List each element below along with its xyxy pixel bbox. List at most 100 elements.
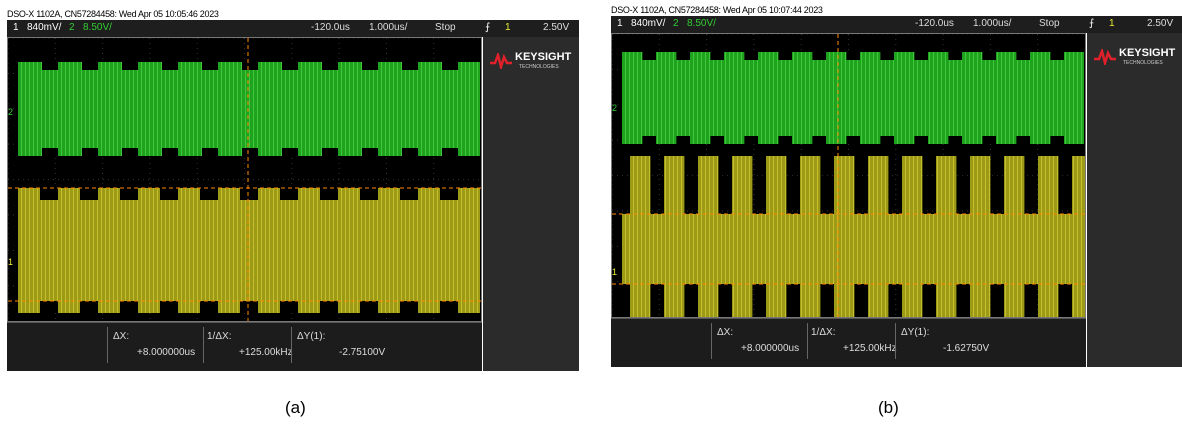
status-timebase: 1.000us/: [973, 18, 1011, 29]
ch2-notch: [710, 136, 724, 144]
ch2-notch: [1084, 136, 1085, 144]
ch1-notch: [240, 301, 258, 313]
measurement-inv: +125.00kHz: [239, 347, 293, 358]
status-trig-level: 2.50V: [543, 22, 569, 33]
ch2-notch: [1016, 136, 1030, 144]
ch1-burst: [970, 156, 990, 317]
caption: (b): [878, 398, 899, 418]
ch1-notch: [120, 301, 138, 313]
ch2-notch: [676, 136, 690, 144]
ch2-notch: [1084, 52, 1085, 60]
status-ch1: 1: [617, 18, 623, 29]
ch2-trace: [18, 62, 480, 156]
ch1-notch: [240, 188, 258, 200]
ch2-notch: [242, 62, 258, 70]
ch2-notch: [982, 136, 996, 144]
ch2-notch: [948, 136, 962, 144]
ch2-notch: [880, 136, 894, 144]
ch2-notch: [42, 62, 58, 70]
status-ch2-scale: 8.50V/: [687, 18, 716, 29]
ch2-notch: [982, 52, 996, 60]
separator: [895, 323, 896, 359]
ch2-notch: [914, 52, 928, 60]
ch1-notch: [160, 301, 178, 313]
header: DSO-X 1102A, CN57284458: Wed Apr 05 10:0…: [611, 5, 823, 15]
ch1-notch: [280, 301, 298, 313]
ch1-notch: [200, 188, 218, 200]
ch2-marker: 2: [612, 103, 617, 113]
logo-icon: [489, 53, 513, 69]
measurement-dx: +8.000000us: [137, 347, 195, 358]
status-ch2: 2: [69, 22, 75, 33]
ch1-burst: [1072, 156, 1085, 317]
page: (() => { const data = JSON.parse(documen…: [0, 0, 1182, 427]
ch1-burst: [1004, 156, 1024, 317]
header: DSO-X 1102A, CN57284458: Wed Apr 05 10:0…: [7, 9, 219, 19]
ch2-notch: [812, 52, 826, 60]
scope-panel: DSO-X 1102A, CN57284458: Wed Apr 05 10:0…: [7, 9, 579, 371]
logo-wave: [1094, 51, 1116, 63]
ch2-notch: [202, 148, 218, 156]
status-run-state: Stop: [1039, 18, 1060, 29]
measurement-inv: +125.00kHz: [843, 343, 897, 354]
screen: [7, 37, 482, 322]
status-ch1-scale: 840mV/: [27, 22, 61, 33]
status-timebase: 1.000us/: [369, 22, 407, 33]
ch1-notch: [360, 188, 378, 200]
status-ch1-scale: 840mV/: [631, 18, 665, 29]
ch2-notch: [162, 148, 178, 156]
ch2-notch: [948, 52, 962, 60]
status-trig-source: 1: [1109, 18, 1115, 29]
status-ch2: 2: [673, 18, 679, 29]
caption: (a): [285, 398, 306, 418]
ch2-notch: [846, 136, 860, 144]
ch1-burst: [766, 156, 786, 317]
separator: [203, 327, 204, 363]
ch2-notch: [442, 62, 458, 70]
ch1-notch: [280, 188, 298, 200]
ch1-burst: [902, 156, 922, 317]
status-run-state: Stop: [435, 22, 456, 33]
ch2-notch: [402, 148, 418, 156]
ch2-notch: [442, 148, 458, 156]
status-ch1: 1: [13, 22, 19, 33]
logo-wave: [490, 55, 512, 67]
ch1-notch: [440, 188, 458, 200]
ch1-notch: [320, 301, 338, 313]
ch1-notch: [440, 301, 458, 313]
ch2-notch: [242, 148, 258, 156]
ch1-notch: [80, 188, 98, 200]
ch1-notch: [160, 188, 178, 200]
ch1-burst: [732, 156, 752, 317]
ch1-notch: [400, 188, 418, 200]
ch2-notch: [122, 62, 138, 70]
separator: [107, 327, 108, 363]
scope-panel: DSO-X 1102A, CN57284458: Wed Apr 05 10:0…: [611, 5, 1182, 367]
ch1-burst: [800, 156, 820, 317]
ch1-burst: [1038, 156, 1058, 317]
trigger-icon: ⨍: [485, 22, 490, 33]
logo-sub: TECHNOLOGIES: [1123, 60, 1163, 66]
logo-brand: KEYSIGHT: [515, 51, 571, 63]
waveform-display: [8, 38, 481, 321]
ch1-burst: [664, 156, 684, 317]
waveform-display: [612, 34, 1085, 317]
ch2-trace: [622, 52, 1084, 144]
ch2-notch: [1050, 136, 1064, 144]
ch2-notch: [1016, 52, 1030, 60]
logo-sub: TECHNOLOGIES: [519, 64, 559, 70]
status-delay: -120.0us: [311, 22, 350, 33]
separator: [711, 323, 712, 359]
measurement-dx: +8.000000us: [741, 343, 799, 354]
separator: [291, 327, 292, 363]
ch2-notch: [812, 136, 826, 144]
ch2-notch: [1050, 52, 1064, 60]
ch1-notch: [480, 301, 481, 313]
ch1-notch: [200, 301, 218, 313]
status-trig-source: 1: [505, 22, 511, 33]
ch2-notch: [880, 52, 894, 60]
ch2-notch: [82, 62, 98, 70]
measurement-dy-label: ΔY(1):: [297, 331, 325, 342]
